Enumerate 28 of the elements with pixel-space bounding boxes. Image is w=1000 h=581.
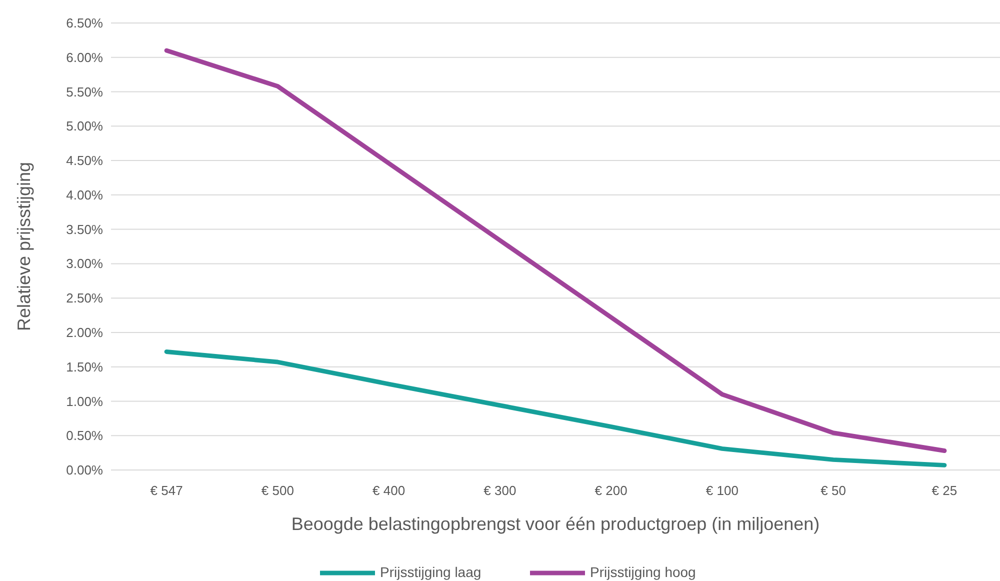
x-tick-label: € 547 — [150, 483, 183, 498]
y-tick-label: 1.00% — [66, 394, 104, 409]
y-axis-title: Relatieve prijsstijging — [14, 162, 34, 332]
x-axis-title: Beoogde belastingopbrengst voor één productgroep (in miljoenen) — [291, 514, 820, 534]
y-tick-label: 1.50% — [66, 359, 104, 374]
line-series — [164, 349, 947, 468]
y-tick-label: 3.50% — [66, 222, 104, 237]
y-tick-label: 5.00% — [66, 118, 104, 134]
line-series — [164, 48, 947, 453]
x-tick-label: € 50 — [820, 483, 846, 498]
x-tick-label: € 500 — [261, 483, 294, 498]
x-tick-label: € 100 — [706, 483, 738, 498]
legend-label: Prijsstijging hoog — [590, 564, 696, 580]
x-tick-label: € 400 — [372, 483, 406, 498]
y-tick-label: 0.00% — [66, 462, 104, 478]
x-tick-label: € 300 — [484, 483, 516, 498]
y-tick-label: 6.00% — [66, 50, 104, 65]
y-tick-label: 5.50% — [66, 84, 104, 100]
y-tick-label: 2.00% — [66, 325, 104, 340]
y-tick-label: 4.00% — [66, 187, 104, 202]
y-tick-label: 0.50% — [66, 428, 104, 444]
y-tick-label: 2.50% — [66, 290, 104, 306]
legend-label: Prijsstijging laag — [380, 564, 482, 580]
y-tick-label: 6.50% — [66, 16, 104, 31]
y-tick-label: 4.50% — [66, 153, 104, 168]
x-tick-label: € 25 — [932, 483, 958, 498]
y-tick-label: 3.00% — [66, 256, 104, 272]
x-tick-label: € 200 — [594, 483, 628, 498]
